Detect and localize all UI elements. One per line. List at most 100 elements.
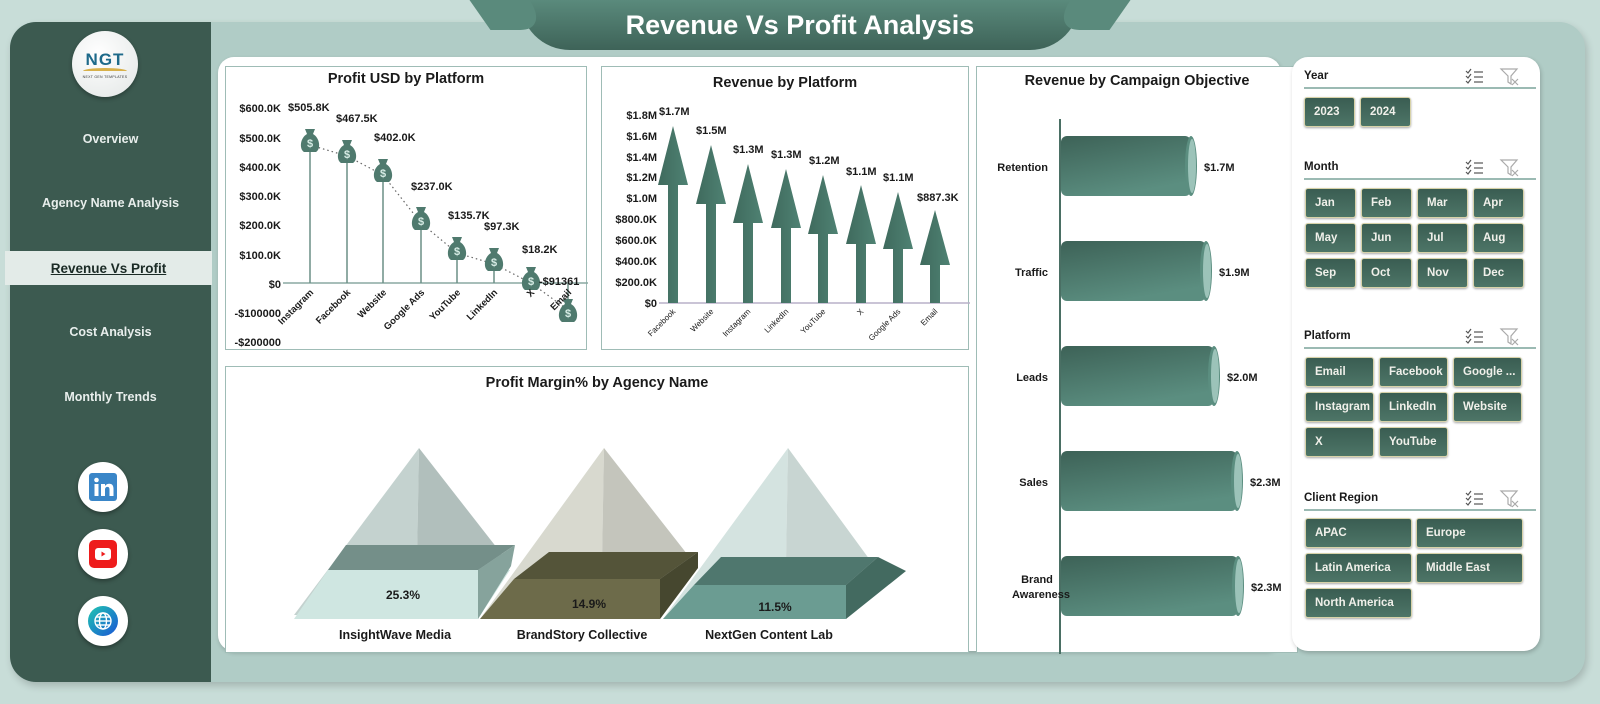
svg-text:-$200000: -$200000 <box>235 337 282 349</box>
slicer-region-header: Client Region <box>1304 489 1536 511</box>
sidebar-item-overview[interactable]: Overview <box>82 132 139 146</box>
clear-filter-icon[interactable] <box>1499 327 1521 347</box>
clear-filter-icon[interactable] <box>1499 158 1521 178</box>
multi-select-icon[interactable] <box>1464 489 1486 509</box>
svg-text:$1.6M: $1.6M <box>626 131 657 143</box>
svg-text:$1.5M: $1.5M <box>696 125 727 137</box>
logo: NGT NEXT GEN TEMPLATES <box>72 31 138 97</box>
svg-text:$1.2M: $1.2M <box>626 172 657 184</box>
linkedin-button[interactable] <box>78 462 128 512</box>
svg-text:$887.3K: $887.3K <box>917 192 959 204</box>
platform-option-x[interactable]: X <box>1305 427 1374 457</box>
svg-text:Google Ads: Google Ads <box>382 287 427 332</box>
year-option-2024[interactable]: 2024 <box>1360 97 1411 127</box>
platform-option-email[interactable]: Email <box>1305 357 1374 387</box>
slicer-label: Year <box>1304 70 1329 82</box>
clear-filter-icon[interactable] <box>1499 489 1521 509</box>
sidebar-item-revenue-vs-profit[interactable]: Revenue Vs Profit <box>5 251 212 285</box>
region-option-europe[interactable]: Europe <box>1416 518 1523 548</box>
svg-text:$400.0K: $400.0K <box>615 256 657 268</box>
month-option-jul[interactable]: Jul <box>1417 223 1468 253</box>
platform-option-linkedin[interactable]: LinkedIn <box>1379 392 1448 422</box>
svg-text:$1.9M: $1.9M <box>1219 267 1250 279</box>
svg-text:25.3%: 25.3% <box>386 588 420 602</box>
svg-text:$1.4M: $1.4M <box>626 152 657 164</box>
sidebar-item-agency-name-analysis[interactable]: Agency Name Analysis <box>41 196 180 210</box>
sidebar-item-monthly-trends[interactable]: Monthly Trends <box>64 390 157 404</box>
month-option-aug[interactable]: Aug <box>1473 223 1524 253</box>
platform-option-facebook[interactable]: Facebook <box>1379 357 1448 387</box>
platform-option-website[interactable]: Website <box>1453 392 1522 422</box>
platform-option-youtube[interactable]: YouTube <box>1379 427 1448 457</box>
data-labels: $1.7M $1.9M $2.0M $2.3M $2.3M <box>1204 162 1282 594</box>
title-banner: Revenue Vs Profit Analysis <box>520 0 1080 50</box>
multi-select-icon[interactable] <box>1464 327 1486 347</box>
pyramid-brandstory <box>480 448 698 619</box>
month-option-dec[interactable]: Dec <box>1473 258 1524 288</box>
svg-text:$1.0M: $1.0M <box>626 193 657 205</box>
multi-select-icon[interactable] <box>1464 158 1486 178</box>
region-option-latin-america[interactable]: Latin America <box>1305 553 1412 583</box>
svg-text:$0: $0 <box>269 279 281 291</box>
month-option-oct[interactable]: Oct <box>1361 258 1412 288</box>
svg-text:$1.3M: $1.3M <box>771 149 802 161</box>
year-option-2023[interactable]: 2023 <box>1304 97 1355 127</box>
globe-icon <box>88 606 118 636</box>
cylinder-bars <box>1061 136 1244 616</box>
x-axis-labels: Instagram Facebook Website Google Ads Yo… <box>276 287 574 333</box>
month-option-may[interactable]: May <box>1305 223 1356 253</box>
svg-text:$0: $0 <box>645 298 657 310</box>
slicer-panel: Year 2023 2024 Month Jan Feb Mar Apr May… <box>1292 57 1540 651</box>
month-option-mar[interactable]: Mar <box>1417 188 1468 218</box>
platform-option-google-ads[interactable]: Google ... <box>1453 357 1522 387</box>
sidebar-item-cost-analysis[interactable]: Cost Analysis <box>69 325 152 339</box>
svg-text:-$91361: -$91361 <box>539 276 579 288</box>
svg-text:Awareness: Awareness <box>1012 589 1070 601</box>
svg-text:$18.2K: $18.2K <box>522 244 558 256</box>
svg-text:$: $ <box>380 168 386 180</box>
multi-select-icon[interactable] <box>1464 67 1486 87</box>
svg-text:$: $ <box>418 216 424 228</box>
svg-text:$135.7K: $135.7K <box>448 210 490 222</box>
svg-text:$1.1M: $1.1M <box>883 172 914 184</box>
svg-text:11.5%: 11.5% <box>758 600 792 614</box>
profit-margin-by-agency-chart: Profit Margin% by Agency Name 25.3% <box>225 366 969 653</box>
logo-subtitle: NEXT GEN TEMPLATES <box>82 74 128 79</box>
svg-text:$97.3K: $97.3K <box>484 221 520 233</box>
month-option-jun[interactable]: Jun <box>1361 223 1412 253</box>
slicer-year-header: Year <box>1304 67 1536 89</box>
slicer-label: Month <box>1304 161 1339 173</box>
month-option-sep[interactable]: Sep <box>1305 258 1356 288</box>
region-option-north-america[interactable]: North America <box>1305 588 1412 618</box>
svg-text:YouTube: YouTube <box>799 307 828 336</box>
svg-text:$500.0K: $500.0K <box>239 133 281 145</box>
svg-text:$600.0K: $600.0K <box>615 235 657 247</box>
region-option-middle-east[interactable]: Middle East <box>1416 553 1523 583</box>
logo-text: NGT <box>85 49 125 69</box>
month-option-nov[interactable]: Nov <box>1417 258 1468 288</box>
region-option-apac[interactable]: APAC <box>1305 518 1412 548</box>
revenue-by-platform-chart: Revenue by Platform $1.8M $1.6M $1.4M $1… <box>601 66 970 350</box>
y-axis-ticks: $600.0K $500.0K $400.0K $300.0K $200.0K … <box>235 103 282 349</box>
revenue-by-campaign-chart: Revenue by Campaign Objective Retention … <box>976 66 1298 654</box>
platform-option-instagram[interactable]: Instagram <box>1305 392 1374 422</box>
clear-filter-icon[interactable] <box>1499 67 1521 87</box>
youtube-icon <box>89 540 117 568</box>
svg-text:LinkedIn: LinkedIn <box>465 287 501 323</box>
chart-title: Revenue by Platform <box>712 75 858 91</box>
svg-text:$402.0K: $402.0K <box>374 132 416 144</box>
x-axis-labels: InsightWave Media BrandStory Collective … <box>339 628 833 642</box>
x-axis-labels: Facebook Website Instagram LinkedIn YouT… <box>646 306 939 342</box>
month-option-feb[interactable]: Feb <box>1361 188 1412 218</box>
svg-text:$: $ <box>344 149 350 161</box>
website-button[interactable] <box>78 596 128 646</box>
svg-text:-$100000: -$100000 <box>235 308 282 320</box>
youtube-button[interactable] <box>78 529 128 579</box>
svg-text:Sales: Sales <box>1019 477 1048 489</box>
svg-text:InsightWave Media: InsightWave Media <box>339 628 452 642</box>
data-labels: $1.7M $1.5M $1.3M $1.3M $1.2M $1.1M $1.1… <box>659 106 959 204</box>
month-option-apr[interactable]: Apr <box>1473 188 1524 218</box>
month-option-jan[interactable]: Jan <box>1305 188 1356 218</box>
data-labels: 25.3% 14.9% 11.5% <box>386 588 792 614</box>
svg-text:Traffic: Traffic <box>1015 267 1048 279</box>
